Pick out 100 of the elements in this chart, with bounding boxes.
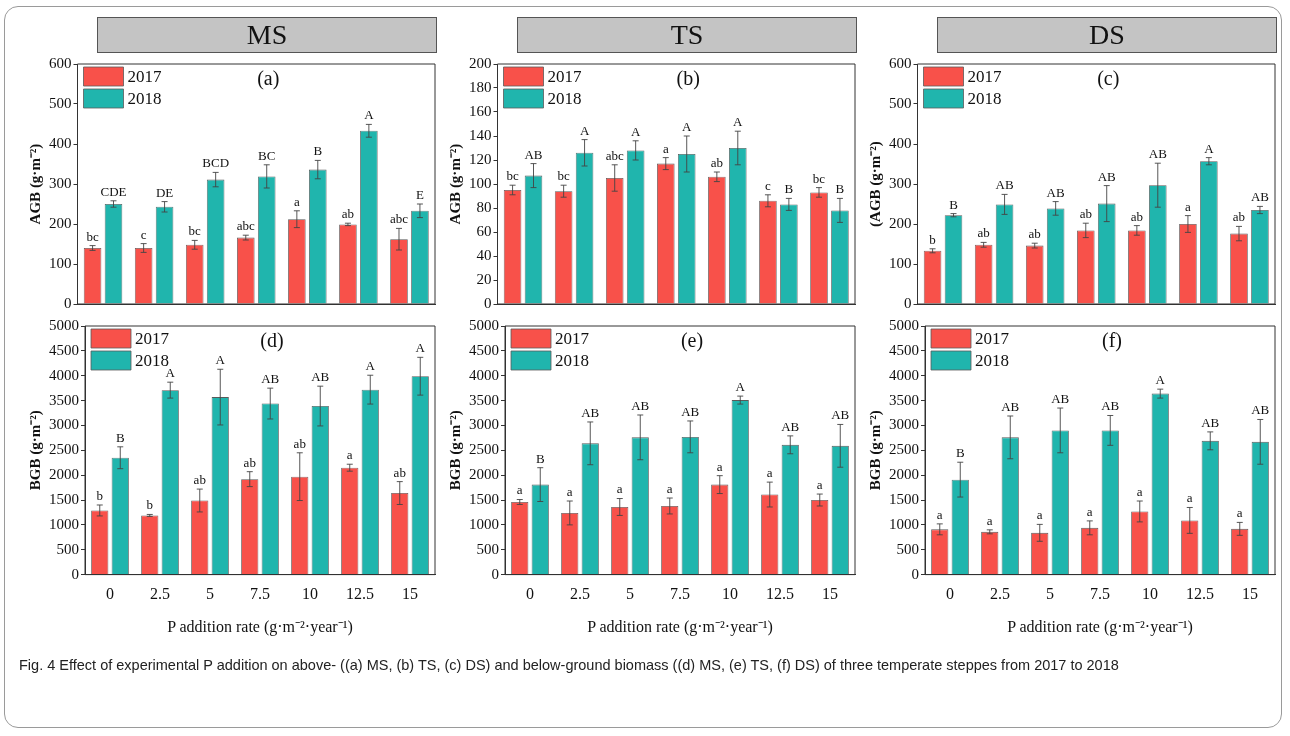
y-tick-label: 300 — [889, 174, 912, 191]
y-tick-label: 180 — [469, 78, 492, 95]
y-tick-label: 500 — [896, 540, 919, 557]
data-label: A — [1155, 372, 1166, 388]
y-tick-label: 200 — [49, 214, 72, 231]
y-tick-label: 1500 — [49, 490, 79, 507]
data-label: a — [1185, 198, 1192, 214]
data-label: AB — [1101, 398, 1120, 414]
y-tick-label: 160 — [469, 102, 492, 119]
y-tick-label: 100 — [889, 254, 912, 271]
y-tick-label: 2000 — [469, 466, 499, 483]
data-label: c — [140, 226, 147, 242]
data-label: a — [293, 193, 300, 209]
data-label: E — [415, 186, 424, 202]
data-label: bc — [506, 168, 519, 184]
y-tick-label: 5000 — [889, 316, 919, 333]
data-label: A — [215, 352, 226, 368]
data-label: A — [364, 107, 375, 123]
data-label: AB — [681, 403, 700, 419]
data-label: AB — [311, 369, 330, 385]
data-label: a — [566, 483, 573, 499]
y-tick-label: 40 — [476, 246, 492, 263]
y-tick-label: 3500 — [49, 391, 79, 408]
legend-label: 2017 — [135, 328, 170, 348]
data-label: bc — [557, 168, 570, 184]
y-tick-label: 200 — [469, 54, 492, 71]
y-tick-label: 1000 — [49, 515, 79, 532]
data-label: AB — [831, 407, 850, 423]
y-tick-label: 2000 — [889, 466, 919, 483]
data-label: B — [115, 429, 125, 445]
chart-title: MS — [97, 17, 437, 53]
data-label: c — [765, 177, 772, 193]
annotation: (a) — [257, 67, 280, 91]
y-tick-label: 3000 — [469, 416, 499, 433]
y-tick-label: 3000 — [889, 416, 919, 433]
data-label: b — [96, 487, 103, 503]
data-label: ab — [1130, 208, 1143, 224]
data-label: bc — [188, 223, 202, 239]
data-label: a — [936, 506, 943, 522]
y-tick-label: 4500 — [889, 341, 919, 358]
x-tick-label: 0 — [946, 585, 954, 603]
data-label: CDE — [100, 183, 127, 199]
x-tick-label: 7.5 — [1090, 585, 1110, 603]
y-tick-label: 300 — [49, 174, 72, 191]
y-tick-label: 1000 — [469, 515, 499, 532]
legend-label: 2017 — [967, 66, 1002, 86]
y-tick-label: 200 — [889, 214, 912, 231]
y-tick-label: 2500 — [49, 441, 79, 458]
data-label: AB — [1001, 398, 1020, 414]
y-axis-title: BGB (g·m⁻²) — [446, 410, 464, 491]
y-tick-label: 100 — [469, 174, 492, 191]
annotation: (b) — [676, 67, 700, 91]
y-tick-label: 0 — [491, 565, 499, 582]
data-label: AB — [631, 397, 650, 413]
legend-label: 2017 — [975, 328, 1010, 348]
y-tick-label: 1500 — [469, 490, 499, 507]
y-tick-label: 3500 — [889, 391, 919, 408]
y-tick-label: 120 — [469, 150, 492, 167]
x-tick-label: 2.5 — [150, 585, 170, 603]
data-label: abc — [605, 147, 624, 163]
data-label: ab — [1028, 226, 1041, 242]
data-label: B — [313, 143, 323, 159]
data-label: AB — [995, 177, 1014, 193]
x-tick-label: 10 — [302, 585, 318, 603]
y-tick-label: 500 — [889, 94, 912, 111]
x-tick-label: 5 — [626, 585, 634, 603]
data-label: abc — [389, 211, 409, 227]
y-axis-title: AGB (g·m⁻²) — [26, 143, 44, 225]
y-tick-label: 1000 — [889, 515, 919, 532]
data-label: b — [929, 231, 936, 247]
data-label: BCD — [202, 155, 230, 171]
y-tick-label: 140 — [469, 126, 492, 143]
data-label: ab — [977, 225, 990, 241]
data-label: a — [1136, 483, 1143, 499]
x-tick-label: 12.5 — [1186, 585, 1214, 603]
data-label: B — [535, 450, 545, 466]
y-tick-label: 0 — [911, 565, 919, 582]
y-tick-label: 100 — [49, 254, 72, 271]
data-label: ab — [243, 454, 256, 470]
data-label: a — [1036, 507, 1043, 523]
data-label: a — [516, 482, 523, 498]
data-label: a — [1186, 490, 1193, 506]
data-label: A — [579, 122, 590, 138]
y-tick-label: 0 — [64, 294, 72, 311]
data-label: ab — [1232, 209, 1246, 225]
x-axis-title: P addition rate (g·m⁻²·year⁻¹) — [1007, 617, 1193, 636]
y-tick-label: 4000 — [469, 366, 499, 383]
data-label: DE — [155, 184, 174, 200]
annotation: (d) — [260, 329, 284, 353]
chart-title: DS — [937, 17, 1277, 53]
data-label: bc — [86, 228, 99, 244]
data-label: b — [146, 497, 153, 513]
data-label: AB — [261, 371, 280, 387]
x-tick-label: 5 — [206, 585, 214, 603]
data-label: ab — [393, 464, 406, 480]
y-tick-label: 0 — [904, 294, 912, 311]
y-tick-label: 0 — [71, 565, 79, 582]
annotation: (c) — [1097, 67, 1120, 91]
data-label: AB — [581, 404, 600, 420]
caption: Fig. 4 Effect of experimental P addition on above- ((a) MS, (b) TS, (c) DS) and below-ground biomass ((d) MS, (e) TS, (f) DS) of three temperate steppes from 2017 to 2018 — [19, 656, 1120, 675]
